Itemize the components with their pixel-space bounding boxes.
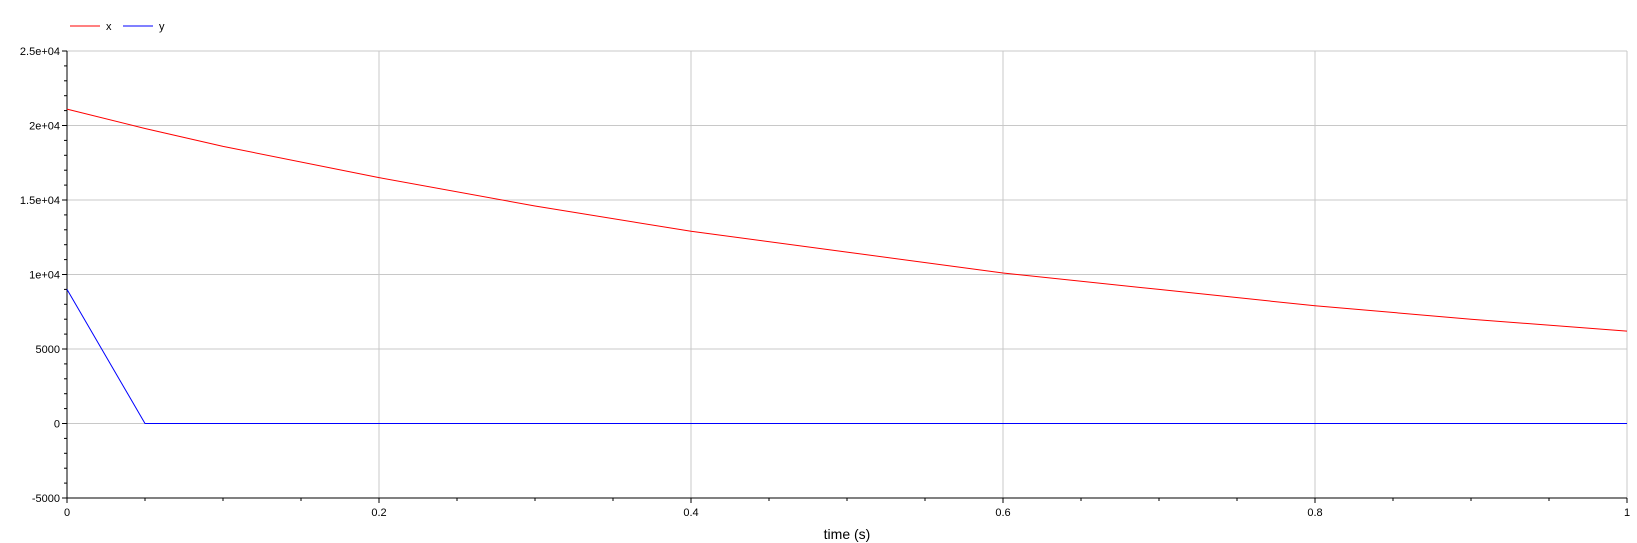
y-tick-label: 0 [54,419,60,431]
x-tick-label: 0.8 [1307,507,1322,519]
axes: -5000 0 5000 1e+04 1.5e+04 2e+04 2.5e+04 0 0.2 0.… [20,46,1630,519]
y-tick-label: 2.5e+04 [20,46,60,58]
series-group [66,108,1628,424]
x-tick-label: 0.6 [995,507,1010,519]
x-tick-label: 0.4 [683,507,698,519]
x-tick-label: 0 [64,507,70,519]
y-tick-label: -5000 [32,493,60,505]
y-tick-label: 1e+04 [29,270,60,282]
x-tick-label: 0.2 [371,507,386,519]
y-tick-label: 2e+04 [29,121,60,133]
series-line-y [66,289,1627,424]
grid [67,50,1628,498]
y-tick-label: 1.5e+04 [20,195,60,207]
legend-label-x: x [106,21,112,33]
x-tick-label: 1 [1624,507,1630,519]
legend-label-y: y [159,21,165,33]
y-tick-label: 5000 [36,344,60,356]
x-axis-label: time (s) [824,526,871,542]
series-line-x [66,108,1628,332]
